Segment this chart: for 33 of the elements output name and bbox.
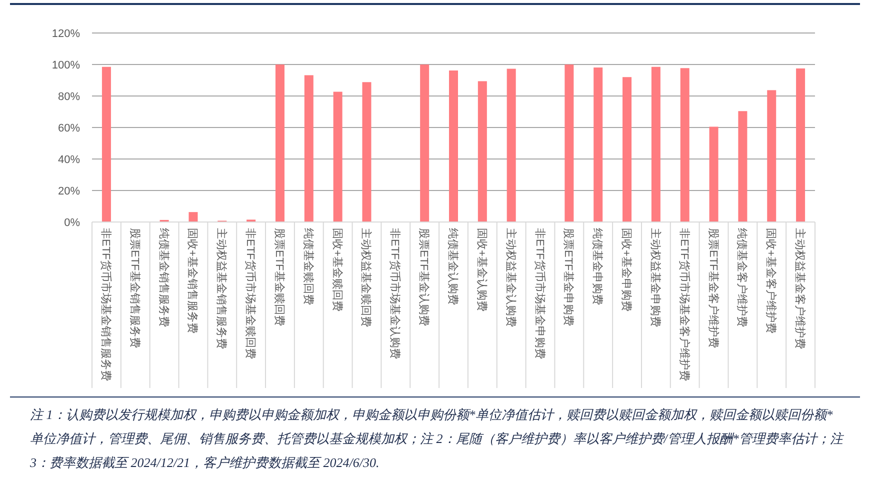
x-tick-label: 股票ETF基金认购费: [418, 228, 431, 326]
x-tick-label: 主动权益基金认购费: [504, 228, 518, 327]
x-tick-label: 主动权益基金销售服务费: [215, 228, 228, 349]
x-tick-label: 纯债基金申购费: [591, 228, 604, 305]
x-tick-label: 纯债基金赎回费: [302, 228, 315, 305]
x-tick-label: 股票ETF基金赎回费: [272, 228, 286, 326]
x-tick-label: 非ETF货币市场基金认购费: [388, 228, 402, 359]
text: 注 1：认购费以发行规模加权，申购费以申购金额加权，申购金额以申购份额*单位净值估计，赎回费以赎回金额加权，赎回金额以赎回份额*单位净值计，管理费、尾佣、销售服务费、托管费以基金规模加权；注 2：尾随（客户维护费）率以客户维护费/管理人报酬*管理费率估计；注 3：费率数据截至 2024/12/21，客户维护费数据截至 2024/6/30.: [30, 406, 845, 472]
y-tick-label: 60%: [58, 122, 80, 134]
y-tick-label: 20%: [58, 186, 80, 198]
y-tick-label: 0%: [64, 217, 80, 229]
x-tick-label: 非ETF货币市场基金客户维护费: [678, 228, 691, 381]
y-tick-label: 100%: [52, 60, 80, 72]
x-tick-label: 股票ETF基金客户维护费: [706, 228, 720, 348]
x-tick-label: 纯债基金客户维护费: [736, 228, 749, 327]
x-tick-label: 主动权益基金申购费: [648, 228, 662, 327]
x-tick-label: 非ETF货币市场基金申购费: [533, 228, 546, 359]
x-tick-label: 主动权益基金赎回费: [360, 228, 373, 327]
x-tick-label: 固收+基金认购费: [475, 228, 488, 312]
x-tick-label: 股票ETF基金销售服务费: [128, 228, 142, 348]
x-tick-label: 非ETF货币市场基金赎回费: [244, 228, 258, 359]
x-tick-label: 主动权益基金客户维护费: [794, 228, 807, 349]
y-tick-label: 40%: [58, 154, 80, 166]
x-tick-label: 固收+基金客户维护费: [764, 228, 778, 334]
x-tick-label: 非ETF货币市场基金销售服务费: [99, 228, 112, 381]
x-tick-label: 股票ETF基金申购费: [562, 228, 576, 326]
x-tick-label: 纯债基金认购费: [446, 228, 460, 305]
x-tick-label: 固收+基金赎回费: [330, 228, 344, 312]
y-tick-label: 80%: [58, 91, 80, 103]
x-tick-label: 固收+基金申购费: [620, 228, 634, 312]
x-tick-label: 固收+基金销售服务费: [186, 228, 200, 334]
x-tick-label: 纯债基金销售服务费: [157, 228, 170, 327]
y-tick-label: 120%: [52, 28, 80, 40]
